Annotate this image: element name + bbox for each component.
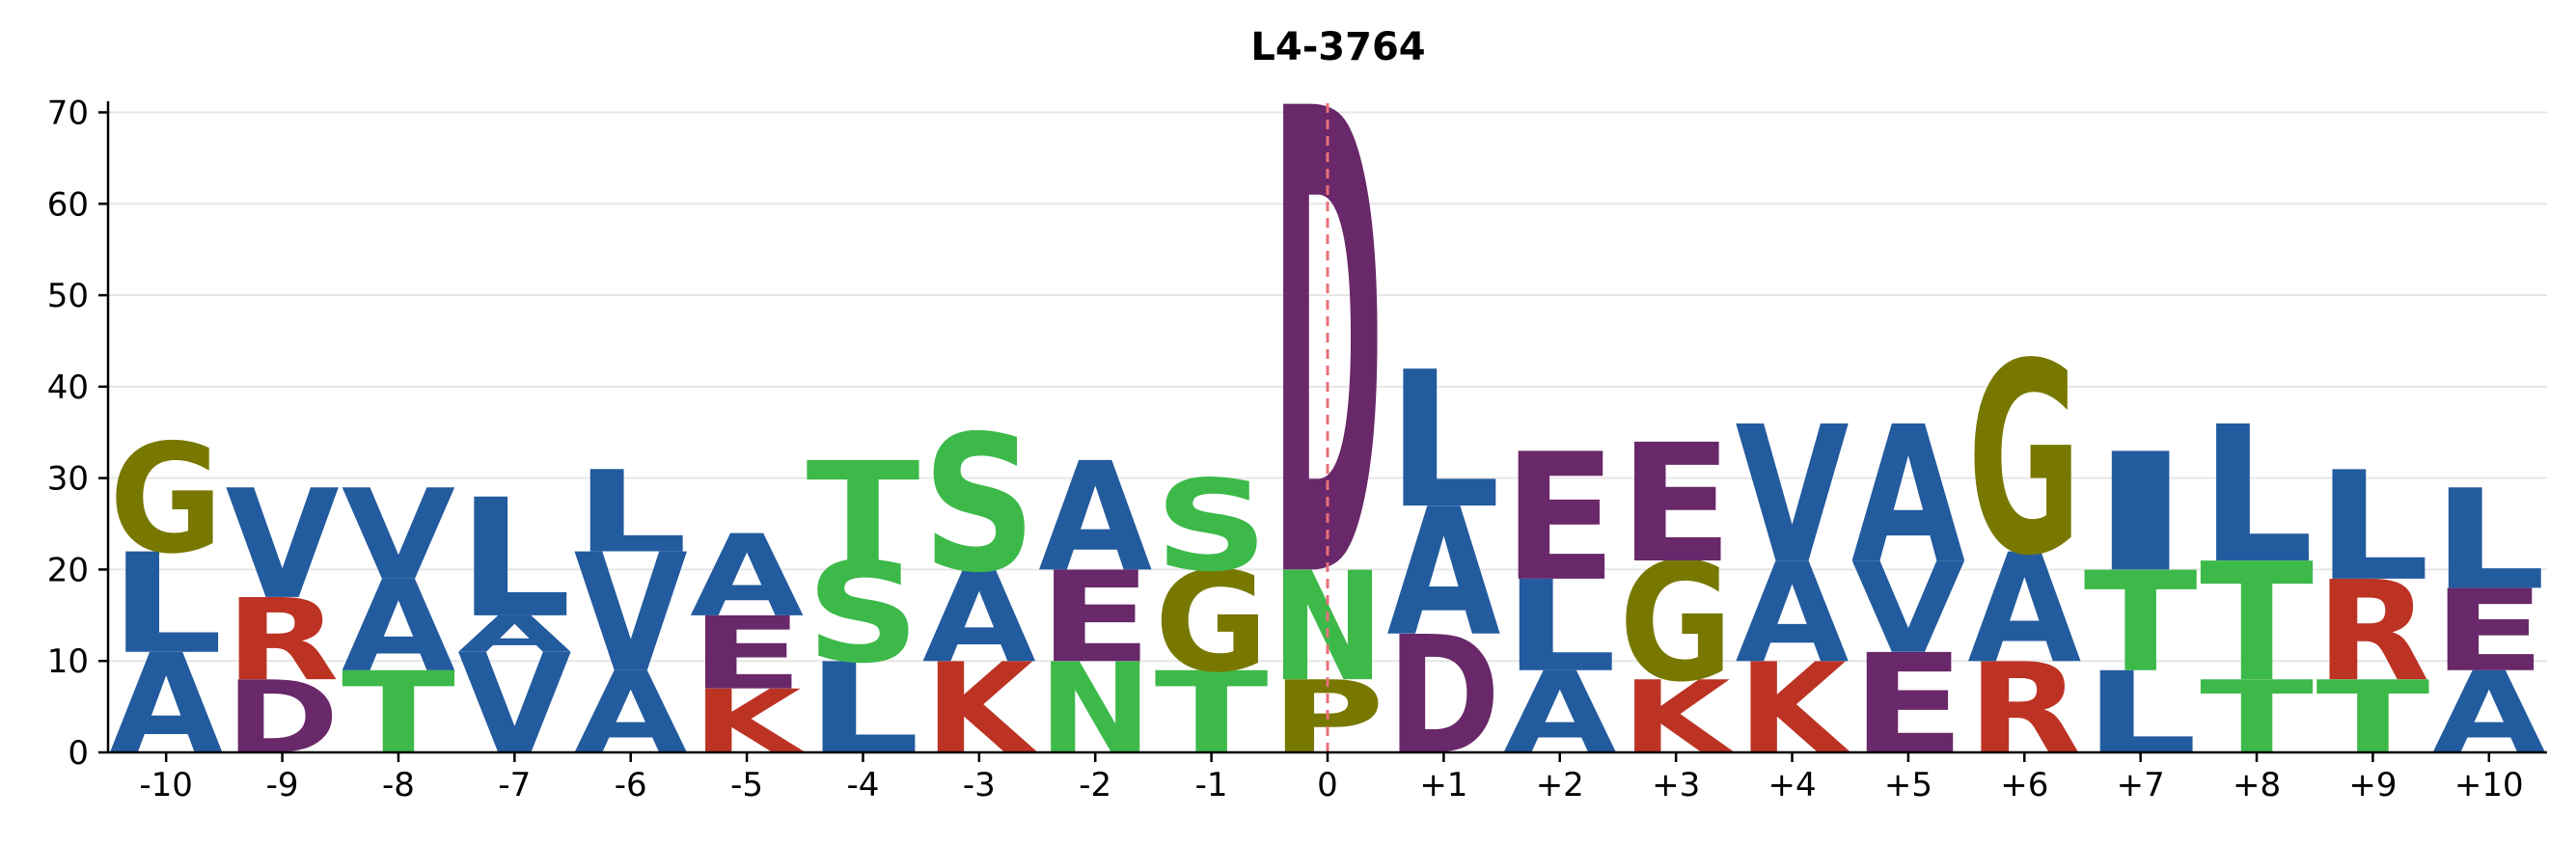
x-tick-label: -1 bbox=[1195, 766, 1228, 804]
logo-letter: T bbox=[807, 433, 920, 593]
axes bbox=[98, 101, 2547, 762]
x-tick-label: 0 bbox=[1317, 766, 1338, 804]
y-tick-label: 30 bbox=[47, 460, 89, 499]
logo-letter: T bbox=[2200, 529, 2314, 719]
logo-letter: R bbox=[226, 576, 340, 707]
x-tick-label: -8 bbox=[382, 766, 415, 804]
logo-letter: S bbox=[806, 533, 919, 694]
x-tick-label: +4 bbox=[1768, 766, 1816, 804]
logo-letter: S bbox=[1155, 453, 1269, 599]
logo-letter: L bbox=[574, 447, 688, 579]
x-tick-label: +9 bbox=[2348, 766, 2397, 804]
logo-letter: L bbox=[1386, 332, 1500, 551]
y-tick-label: 50 bbox=[47, 277, 89, 315]
logo-letter: L bbox=[1503, 554, 1617, 699]
x-tick-label: +10 bbox=[2454, 766, 2524, 804]
x-tick-label: -6 bbox=[615, 766, 647, 804]
logo-letter: L bbox=[2432, 460, 2546, 620]
logo-letter: E bbox=[690, 595, 804, 712]
logo-letter: A bbox=[1736, 533, 1850, 694]
logo-letter: K bbox=[924, 637, 1038, 783]
logo-letter: G bbox=[1155, 542, 1269, 702]
logo-letter: K bbox=[1622, 660, 1735, 777]
logo-letter: E bbox=[1503, 416, 1617, 620]
logo-letter: A bbox=[690, 511, 804, 642]
logo-letter: L bbox=[109, 525, 223, 685]
y-tick-label: 60 bbox=[47, 185, 89, 224]
logo-letter: V bbox=[574, 519, 688, 708]
x-tick-label: +7 bbox=[2117, 766, 2165, 804]
logo-letter: A bbox=[1967, 523, 2081, 697]
logo-letter: G bbox=[109, 413, 223, 587]
logo-letter: A bbox=[457, 605, 571, 664]
logo-letter: V bbox=[1736, 388, 1850, 606]
logo-letter: G bbox=[1619, 529, 1733, 718]
logo-letter: T bbox=[2084, 543, 2198, 703]
y-tick-label: 0 bbox=[68, 734, 89, 773]
x-tick-label: -5 bbox=[730, 766, 763, 804]
logo-letter: E bbox=[2432, 565, 2546, 696]
x-tick-label: +1 bbox=[1419, 766, 1467, 804]
chart-title: L4-3764 bbox=[1250, 25, 1425, 69]
y-tick-label: 10 bbox=[47, 642, 89, 681]
logo-letter: G bbox=[1967, 309, 2081, 614]
logo-letter: S bbox=[922, 396, 1036, 614]
logo-letter: L bbox=[457, 465, 571, 654]
x-tick-label: +6 bbox=[2000, 766, 2048, 804]
x-tick-label: -10 bbox=[139, 766, 193, 804]
x-tick-label: -3 bbox=[963, 766, 996, 804]
x-tick-label: +2 bbox=[1536, 766, 1584, 804]
logo-letter: I bbox=[2084, 419, 2198, 609]
logo-letter: K bbox=[1738, 637, 1851, 783]
logo-letter: V bbox=[1851, 537, 1965, 682]
logo-letter: V bbox=[226, 458, 340, 633]
x-tick-label: -7 bbox=[498, 766, 531, 804]
logo-letter: A bbox=[342, 555, 455, 699]
x-tick-label: -4 bbox=[847, 766, 880, 804]
y-tick-label: 20 bbox=[47, 551, 89, 589]
logo-letter: L bbox=[2316, 440, 2429, 614]
logo-letter: A bbox=[1038, 431, 1152, 606]
x-tick-label: +3 bbox=[1652, 766, 1700, 804]
logo-letter: A bbox=[922, 546, 1036, 691]
logo-letter: L bbox=[2200, 387, 2314, 606]
y-tick-label: 40 bbox=[47, 368, 89, 407]
logo-letter: A bbox=[1386, 471, 1500, 675]
logo-letter: E bbox=[1619, 410, 1733, 600]
x-tick-label: +8 bbox=[2233, 766, 2281, 804]
x-tick-label: -9 bbox=[266, 766, 299, 804]
logo-letter: E bbox=[1038, 545, 1152, 691]
logo-letter: A bbox=[1851, 388, 1965, 606]
logo-letter: K bbox=[693, 670, 807, 773]
x-tick-label: +5 bbox=[1884, 766, 1932, 804]
logo-letter: V bbox=[342, 464, 455, 609]
y-tick-label: 70 bbox=[47, 94, 89, 132]
x-tick-label: -2 bbox=[1079, 766, 1111, 804]
logo-letter: R bbox=[2316, 552, 2429, 712]
